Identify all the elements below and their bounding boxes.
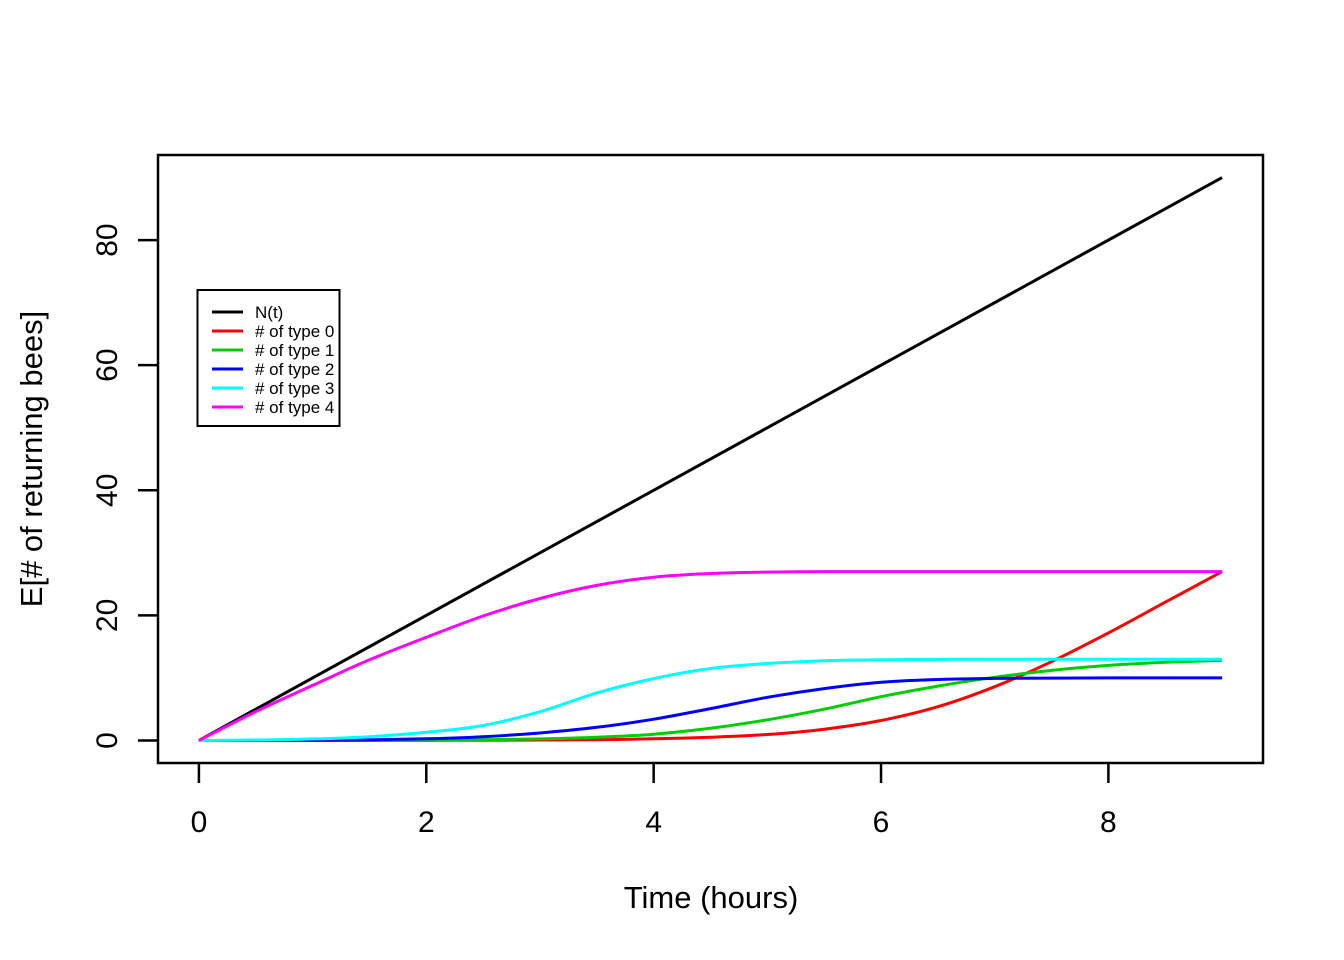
x-tick-label: 2 — [418, 806, 435, 839]
x-tick-label: 0 — [191, 806, 208, 839]
series-line-of-type-4 — [198, 570, 1223, 742]
plot-border — [156, 153, 1265, 765]
x-tick-label: 8 — [1100, 806, 1117, 839]
series-line-of-type-3 — [198, 657, 1223, 742]
legend-label-of-type-2: # of type 2 — [255, 360, 334, 379]
x-tick-label: 6 — [873, 806, 890, 839]
legend-box: N(t)# of type 0# of type 1# of type 2# o… — [196, 289, 341, 427]
series-lines — [198, 176, 1223, 742]
y-axis-title: E[# of returning bees] — [14, 310, 49, 608]
x-axis-title: Time (hours) — [623, 880, 799, 915]
y-axis: 0 20 40 60 80 — [91, 223, 158, 749]
y-tick-label: 0 — [91, 732, 124, 749]
series-line-of-type-1 — [198, 658, 1223, 742]
series-line-of-type-2 — [198, 676, 1223, 742]
y-tick-label: 20 — [91, 599, 124, 632]
legend-label-of-type-0: # of type 0 — [255, 322, 334, 341]
legend-label-n-t: N(t) — [255, 303, 283, 322]
series-line-n-t — [198, 176, 1223, 742]
legend-label-of-type-3: # of type 3 — [255, 379, 334, 398]
legend-label-of-type-4: # of type 4 — [255, 398, 334, 417]
x-tick-label: 4 — [645, 806, 662, 839]
plot-frame — [156, 153, 1265, 765]
x-axis: 0 2 4 6 8 — [191, 763, 1117, 839]
y-tick-label: 80 — [91, 223, 124, 256]
y-tick-label: 40 — [91, 474, 124, 507]
y-tick-label: 60 — [91, 348, 124, 381]
legend-label-of-type-1: # of type 1 — [255, 341, 334, 360]
